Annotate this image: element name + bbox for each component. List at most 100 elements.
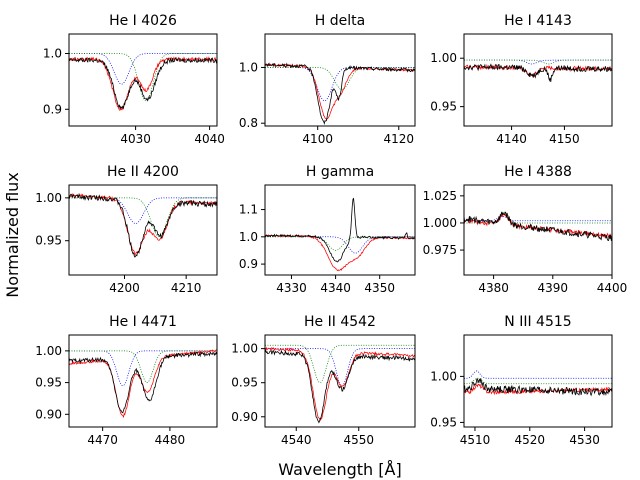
x-tick-label: 4380: [478, 281, 509, 295]
panel-he-ii-4542: He II 4542 4540 4550 0.90 0.95 1.00: [231, 314, 416, 447]
x-tick-label: 4200: [109, 281, 140, 295]
axes-frame: [68, 334, 218, 428]
x-tick-label: 4540: [281, 433, 312, 447]
panel-title: H gamma: [306, 164, 374, 180]
panel-h-delta: H delta 4100 4120 0.8 1.0: [239, 13, 416, 146]
axes-frame: [264, 184, 416, 276]
y-tick-label: 0.95: [430, 415, 457, 429]
series-line-component_green: [464, 377, 612, 385]
panel-title: He II 4542: [304, 314, 376, 330]
x-tick-label: 4140: [496, 132, 527, 146]
series-group: [69, 192, 217, 258]
y-tick-label: 1.0: [239, 230, 258, 244]
axes-frame: [463, 33, 613, 127]
y-tick-label: 1.0: [239, 60, 258, 74]
panel-title: H delta: [315, 13, 365, 29]
panel-title: He I 4143: [504, 13, 572, 29]
axes-frame: [68, 184, 218, 276]
series-line-component_blue: [265, 236, 415, 254]
y-tick-label: 0.95: [35, 376, 62, 390]
series-line-observed: [265, 197, 415, 263]
series-line-model: [69, 56, 217, 111]
series-group: [464, 59, 612, 82]
y-tick-label: 1.00: [430, 51, 457, 65]
panel-he-i-4143: He I 4143 4140 4150 0.95 1.00: [430, 13, 613, 146]
y-tick-label: 0.95: [231, 376, 258, 390]
x-tick-label: 4390: [538, 281, 569, 295]
series-line-component_green: [265, 67, 415, 91]
series-line-component_green: [69, 350, 217, 383]
series-line-observed: [265, 349, 415, 424]
y-tick-label: 1.00: [35, 344, 62, 358]
y-tick-label: 0.8: [239, 116, 258, 130]
y-tick-label: 1.00: [231, 342, 258, 356]
x-tick-label: 4470: [87, 433, 118, 447]
series-line-component_blue: [69, 53, 217, 85]
y-tick-label: 1.025: [423, 189, 457, 203]
axes-frame: [264, 33, 416, 127]
series-line-component_green: [265, 236, 415, 251]
series-group: [265, 62, 415, 125]
panel-title: He I 4026: [109, 13, 177, 29]
x-tick-label: 4100: [302, 132, 333, 146]
y-tick-label: 1.0: [43, 47, 62, 61]
series-line-component_blue: [464, 370, 612, 379]
axes-frame: [264, 334, 416, 428]
series-line-model: [265, 346, 415, 422]
y-tick-label: 1.000: [423, 216, 457, 230]
series-line-model: [69, 349, 217, 419]
panel-h-gamma: H gamma 4330 4340 4350 0.9 1.0 1.1: [239, 164, 416, 295]
y-tick-label: 1.00: [35, 191, 62, 205]
series-line-model: [265, 62, 415, 120]
series-line-observed: [464, 378, 612, 397]
figure-ylabel: Normalized flux: [3, 172, 22, 298]
x-tick-label: 4040: [194, 132, 225, 146]
series-line-component_blue: [464, 216, 612, 222]
y-tick-label: 0.95: [430, 100, 457, 114]
series-group: [69, 349, 217, 419]
panel-he-i-4471: He I 4471 4470 4480 0.90 0.95 1.00: [35, 314, 218, 447]
series-line-component_blue: [265, 348, 415, 387]
series-line-component_green: [265, 344, 415, 384]
series-line-model: [265, 234, 415, 272]
x-tick-label: 4150: [549, 132, 580, 146]
figure-xlabel: Wavelength [Å]: [278, 460, 401, 479]
axes-frame: [463, 184, 613, 276]
y-tick-label: 0.9: [239, 257, 258, 271]
series-line-component_blue: [464, 59, 612, 65]
series-group: [265, 197, 415, 272]
y-tick-label: 0.975: [423, 243, 457, 257]
axes-frame: [68, 33, 218, 127]
x-tick-label: 4120: [384, 132, 415, 146]
series-group: [265, 344, 415, 424]
y-tick-label: 0.95: [35, 234, 62, 248]
panel-he-ii-4200: He II 4200 4200 4210 0.95 1.00: [35, 164, 218, 295]
series-line-observed: [464, 211, 612, 241]
y-tick-label: 0.90: [231, 410, 258, 424]
x-tick-label: 4210: [171, 281, 202, 295]
y-tick-label: 1.00: [430, 369, 457, 383]
x-tick-label: 4330: [276, 281, 307, 295]
series-group: [69, 53, 217, 111]
series-line-component_blue: [69, 350, 217, 387]
series-group: [464, 211, 612, 241]
x-tick-label: 4510: [460, 433, 491, 447]
panel-grid: He I 4026 4030 4040 0.9 1.0 H delta 4100 4120 0.…: [35, 13, 627, 447]
panel-n-iii-4515: N III 4515 4510 4520 4530 0.95 1.00: [430, 314, 613, 447]
panel-he-i-4026: He I 4026 4030 4040 0.9 1.0: [43, 13, 225, 146]
y-tick-label: 0.9: [43, 102, 62, 116]
series-line-component_green: [464, 211, 612, 224]
x-tick-label: 4400: [597, 281, 628, 295]
x-tick-label: 4480: [155, 433, 186, 447]
series-line-component_green: [69, 197, 217, 237]
axes-frame: [463, 334, 613, 428]
series-group: [464, 370, 612, 397]
x-tick-label: 4550: [343, 433, 374, 447]
x-tick-label: 4030: [120, 132, 151, 146]
y-tick-label: 0.90: [35, 407, 62, 421]
panel-title: He I 4471: [109, 314, 177, 330]
x-tick-label: 4520: [515, 433, 546, 447]
panel-title: He II 4200: [107, 164, 179, 180]
series-line-component_green: [464, 59, 612, 65]
